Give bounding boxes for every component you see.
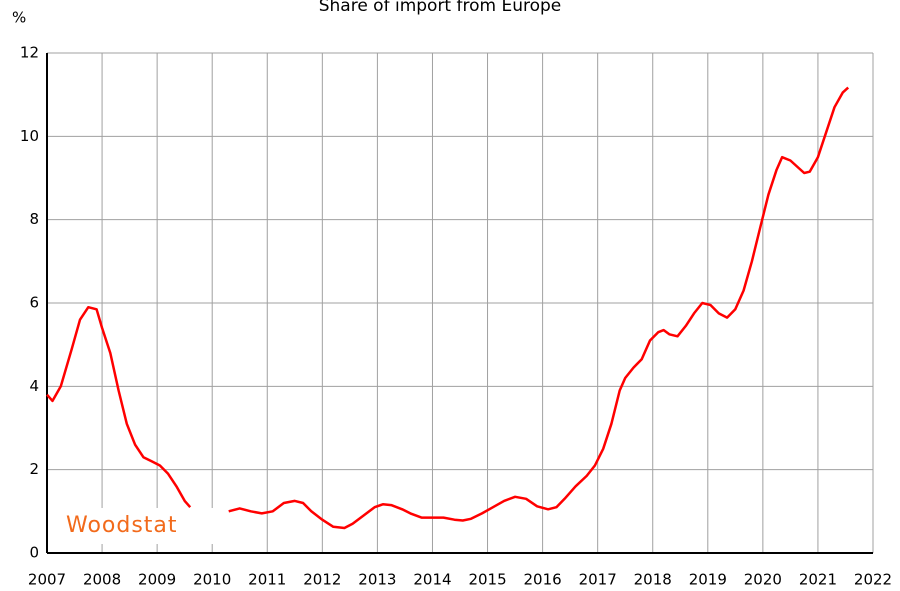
watermark: Woodstat xyxy=(66,513,178,538)
y-tick-label: 8 xyxy=(29,210,39,228)
y-tick-label: 12 xyxy=(20,44,39,62)
x-tick-label: 2020 xyxy=(744,571,782,589)
watermark-box xyxy=(58,508,226,544)
x-tick-label: 2018 xyxy=(634,571,672,589)
x-tick-label: 2021 xyxy=(799,571,837,589)
x-tick-label: 2015 xyxy=(468,571,506,589)
y-tick-label: 10 xyxy=(20,127,39,145)
x-tick-label: 2013 xyxy=(358,571,396,589)
x-tick-label: 2014 xyxy=(413,571,451,589)
x-tick-label: 2012 xyxy=(303,571,341,589)
y-axis-label: % xyxy=(12,9,26,27)
x-tick-label: 2009 xyxy=(138,571,176,589)
y-tick-label: 2 xyxy=(29,460,39,478)
x-tick-label: 2017 xyxy=(579,571,617,589)
x-tick-label: 2022 xyxy=(854,571,892,589)
y-tick-label: 0 xyxy=(29,544,39,562)
y-tick-label: 6 xyxy=(29,294,39,312)
chart-title: Share of import from Europe xyxy=(319,0,562,16)
y-tick-label: 4 xyxy=(29,377,39,395)
x-tick-label: 2019 xyxy=(689,571,727,589)
x-tick-label: 2010 xyxy=(193,571,231,589)
x-tick-label: 2016 xyxy=(524,571,562,589)
x-tick-label: 2008 xyxy=(83,571,121,589)
x-tick-label: 2007 xyxy=(28,571,66,589)
data-line xyxy=(46,86,850,530)
x-tick-label: 2011 xyxy=(248,571,286,589)
